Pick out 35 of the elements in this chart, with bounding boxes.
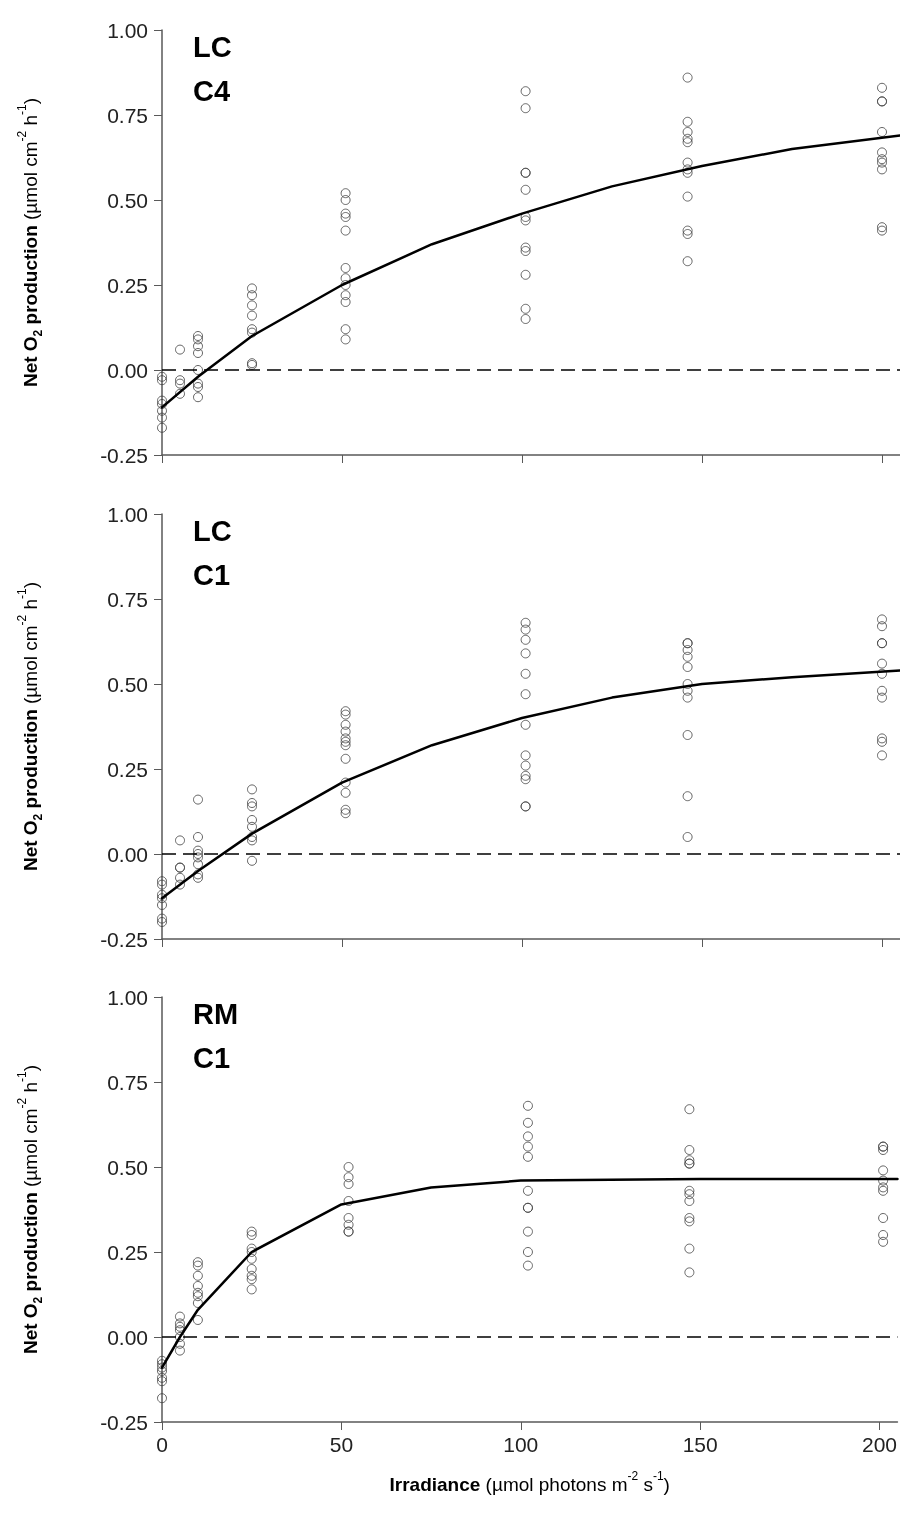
annotation: LC: [193, 30, 232, 63]
annotation: C4: [193, 74, 231, 107]
y-tick-label: 0.00: [107, 842, 148, 866]
y-tick-label: 1.00: [107, 985, 148, 1009]
y-tick-label: 0.25: [107, 757, 148, 781]
y-tick-label: 0.00: [107, 358, 148, 382]
y-tick-label: 0.25: [107, 273, 148, 297]
line-series: [160, 134, 900, 409]
y-tick-label: 0.50: [107, 672, 148, 696]
y-tick-label: 0.50: [107, 188, 148, 212]
x-tick-label: 50: [329, 1433, 354, 1456]
annotation: C1: [193, 558, 231, 591]
y-tick-label: -0.25: [100, 1410, 148, 1434]
y-tick-label: 0.50: [107, 1155, 148, 1179]
text: Net O2 production (µmol cm-2 h-1): [15, 97, 45, 388]
annotation: C1: [193, 1041, 231, 1074]
y-tick-label: 0.00: [107, 1325, 148, 1349]
x-tick-label: 0: [156, 1433, 168, 1456]
text: Net O2 production (µmol cm-2 h-1): [15, 581, 45, 872]
y-tick-label: 1.00: [107, 18, 148, 42]
y-tick-label: -0.25: [100, 927, 148, 951]
text: Net O2 production (µmol cm-2 h-1): [15, 1064, 45, 1355]
y-tick-label: 0.75: [107, 103, 148, 127]
y-tick-label: 0.25: [107, 1240, 148, 1264]
y-tick-label: -0.25: [100, 443, 148, 467]
x-tick-label: 100: [503, 1433, 539, 1456]
y-tick-label: 0.75: [107, 587, 148, 611]
line-series: [160, 669, 900, 900]
x-tick-label: 200: [862, 1433, 898, 1456]
x-tick-label: 150: [682, 1433, 718, 1456]
annotation: RM: [193, 997, 239, 1030]
line-series: [160, 1177, 899, 1369]
annotation: LC: [193, 514, 232, 547]
y-tick-label: 1.00: [107, 502, 148, 526]
y-tick-label: 0.75: [107, 1070, 148, 1094]
